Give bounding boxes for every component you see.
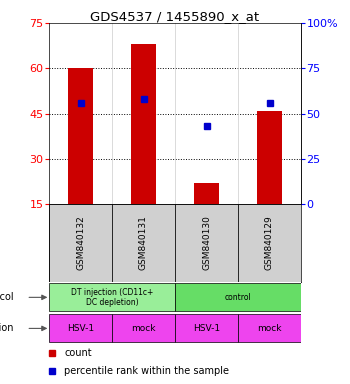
Bar bbox=[175, 283, 301, 311]
Text: infection: infection bbox=[0, 323, 14, 333]
Text: DT injection (CD11c+
DC depletion): DT injection (CD11c+ DC depletion) bbox=[71, 288, 153, 307]
Text: GSM840130: GSM840130 bbox=[202, 215, 211, 270]
Bar bbox=[175, 314, 238, 343]
Text: HSV-1: HSV-1 bbox=[193, 324, 220, 333]
Bar bbox=[49, 314, 112, 343]
Text: mock: mock bbox=[257, 324, 282, 333]
Text: control: control bbox=[225, 293, 251, 302]
Bar bbox=[112, 204, 175, 282]
Text: percentile rank within the sample: percentile rank within the sample bbox=[64, 366, 229, 376]
Bar bbox=[68, 68, 93, 204]
Bar bbox=[238, 204, 301, 282]
Bar bbox=[194, 183, 219, 204]
Bar bbox=[49, 204, 112, 282]
Bar bbox=[49, 283, 175, 311]
Bar bbox=[175, 204, 238, 282]
Text: HSV-1: HSV-1 bbox=[67, 324, 94, 333]
Text: GSM840129: GSM840129 bbox=[265, 216, 274, 270]
Bar bbox=[238, 314, 301, 343]
Bar bbox=[112, 314, 175, 343]
Text: count: count bbox=[64, 348, 92, 358]
Text: protocol: protocol bbox=[0, 292, 14, 302]
Text: GSM840131: GSM840131 bbox=[139, 215, 148, 270]
Title: GDS4537 / 1455890_x_at: GDS4537 / 1455890_x_at bbox=[90, 10, 260, 23]
Bar bbox=[257, 111, 282, 204]
Bar bbox=[131, 44, 156, 204]
Text: GSM840132: GSM840132 bbox=[76, 216, 85, 270]
Text: mock: mock bbox=[131, 324, 156, 333]
